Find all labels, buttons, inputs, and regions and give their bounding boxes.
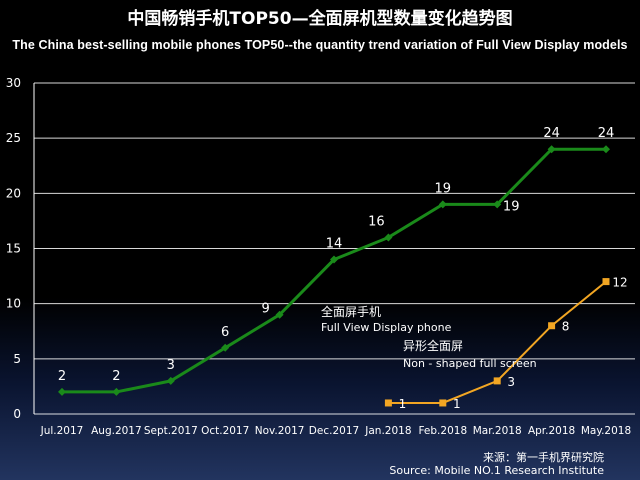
x-tick-label: May.2018 bbox=[581, 425, 631, 437]
x-tick-label: Feb.2018 bbox=[418, 425, 467, 437]
data-point-full-view bbox=[438, 200, 447, 209]
data-point-full-view bbox=[330, 255, 338, 264]
data-point-full-view bbox=[493, 200, 502, 209]
x-tick-label: Mar.2018 bbox=[473, 425, 522, 437]
x-tick-label: Jan.2018 bbox=[364, 425, 411, 437]
data-label-full-view: 9 bbox=[261, 302, 269, 317]
source-english: Source: Mobile NO.1 Research Institute bbox=[389, 464, 604, 477]
data-label-full-view: 14 bbox=[326, 237, 343, 252]
data-label-full-view: 19 bbox=[503, 199, 520, 214]
y-tick-label: 30 bbox=[6, 76, 21, 90]
series-name-non-shaped-cn: 异形全面屏 bbox=[403, 338, 463, 353]
data-point-full-view bbox=[221, 343, 230, 352]
series-line-full-view bbox=[62, 147, 606, 394]
data-label-full-view: 2 bbox=[58, 369, 66, 384]
x-tick-label: Dec.2017 bbox=[309, 425, 359, 437]
y-tick-label: 0 bbox=[13, 407, 21, 421]
data-label-full-view: 24 bbox=[598, 126, 615, 141]
data-point-non-shaped bbox=[493, 377, 501, 385]
x-tick-label: Sept.2017 bbox=[144, 425, 198, 437]
chart-title-english: The China best-selling mobile phones TOP… bbox=[12, 38, 628, 52]
data-label-full-view: 6 bbox=[221, 325, 229, 340]
data-label-non-shaped: 8 bbox=[562, 320, 570, 334]
data-label-non-shaped: 1 bbox=[453, 397, 461, 411]
data-point-full-view bbox=[112, 387, 121, 396]
x-tick-label: Oct.2017 bbox=[201, 425, 249, 437]
data-label-non-shaped: 1 bbox=[399, 397, 407, 411]
data-point-full-view bbox=[384, 233, 393, 242]
data-point-non-shaped bbox=[439, 399, 447, 407]
y-tick-label: 20 bbox=[6, 186, 21, 200]
data-point-non-shaped bbox=[384, 399, 392, 407]
data-label-full-view: 2 bbox=[112, 369, 120, 384]
series-name-full-view-en: Full View Display phone bbox=[321, 321, 452, 334]
y-tick-label: 5 bbox=[13, 352, 21, 366]
x-tick-label: Jul.2017 bbox=[40, 425, 84, 437]
chart-title-chinese: 中国畅销手机TOP50—全面屏机型数量变化趋势图 bbox=[127, 9, 513, 29]
data-label-non-shaped: 12 bbox=[612, 276, 627, 290]
x-tick-label: Apr.2018 bbox=[528, 425, 575, 437]
data-point-non-shaped bbox=[602, 278, 610, 286]
data-label-full-view: 24 bbox=[543, 126, 560, 141]
x-tick-label: Nov.2017 bbox=[255, 425, 305, 437]
data-point-non-shaped bbox=[548, 322, 556, 330]
data-point-full-view bbox=[275, 310, 284, 319]
source-chinese: 来源：第一手机界研究院 bbox=[483, 451, 604, 464]
y-tick-label: 10 bbox=[6, 297, 21, 311]
data-point-full-view bbox=[602, 145, 610, 154]
y-tick-label: 15 bbox=[6, 242, 21, 256]
data-label-full-view: 16 bbox=[368, 214, 385, 229]
series-name-full-view-cn: 全面屏手机 bbox=[321, 304, 381, 319]
series-name-non-shaped-en: Non - shaped full screen bbox=[403, 357, 537, 370]
data-label-non-shaped: 3 bbox=[507, 375, 515, 389]
data-point-full-view bbox=[166, 376, 175, 385]
data-point-full-view bbox=[547, 145, 556, 154]
data-label-full-view: 19 bbox=[435, 181, 452, 196]
x-tick-label: Aug.2017 bbox=[91, 425, 142, 437]
data-label-full-view: 3 bbox=[167, 358, 175, 373]
data-point-full-view bbox=[58, 387, 66, 396]
y-tick-label: 25 bbox=[6, 131, 21, 145]
